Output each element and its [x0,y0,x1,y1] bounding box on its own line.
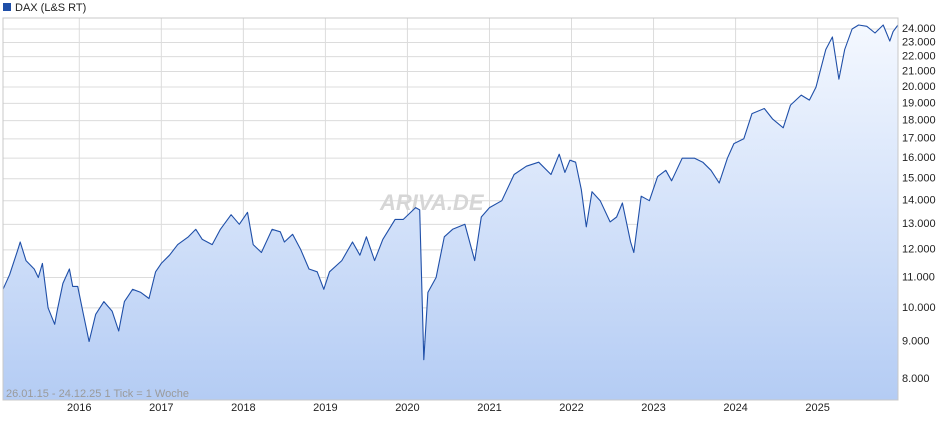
y-tick-label: 12.000 [902,244,936,256]
plot-frame [2,17,899,401]
y-tick-label: 15.000 [902,173,936,185]
y-tick-label: 11.000 [902,271,935,283]
x-tick-label: 2025 [805,402,829,414]
y-tick-label: 24.000 [902,23,936,35]
legend-label: DAX (L&S RT) [15,2,86,14]
y-tick-label: 9.000 [902,335,930,347]
x-tick-label: 2018 [231,402,255,414]
y-tick-label: 17.000 [902,133,936,145]
footer-note: 26.01.15 - 24.12.25 1 Tick = 1 Woche [6,388,189,400]
x-tick-label: 2020 [395,402,419,414]
x-tick-label: 2016 [67,402,91,414]
x-tick-label: 2019 [313,402,337,414]
y-tick-label: 8.000 [902,373,930,385]
area-fill [3,25,898,400]
x-tick-label: 2017 [149,402,173,414]
y-tick-label: 23.000 [902,36,936,48]
price-line [2,24,899,361]
y-tick-label: 19.000 [902,97,936,109]
x-tick-label: 2021 [477,402,501,414]
y-tick-label: 10.000 [902,302,936,314]
plot [2,24,899,400]
legend-swatch [3,3,11,11]
y-tick-label: 18.000 [902,115,936,127]
watermark: ARIVA.DE [379,190,485,215]
y-tick-label: 13.000 [902,218,936,230]
y-tick-label: 14.000 [902,195,936,207]
x-tick-label: 2022 [559,402,583,414]
y-tick-label: 21.000 [902,65,936,77]
y-tick-label: 16.000 [902,152,936,164]
y-tick-label: 20.000 [902,81,936,93]
x-tick-label: 2024 [723,402,747,414]
x-tick-label: 2023 [641,402,665,414]
y-tick-label: 22.000 [902,51,936,63]
